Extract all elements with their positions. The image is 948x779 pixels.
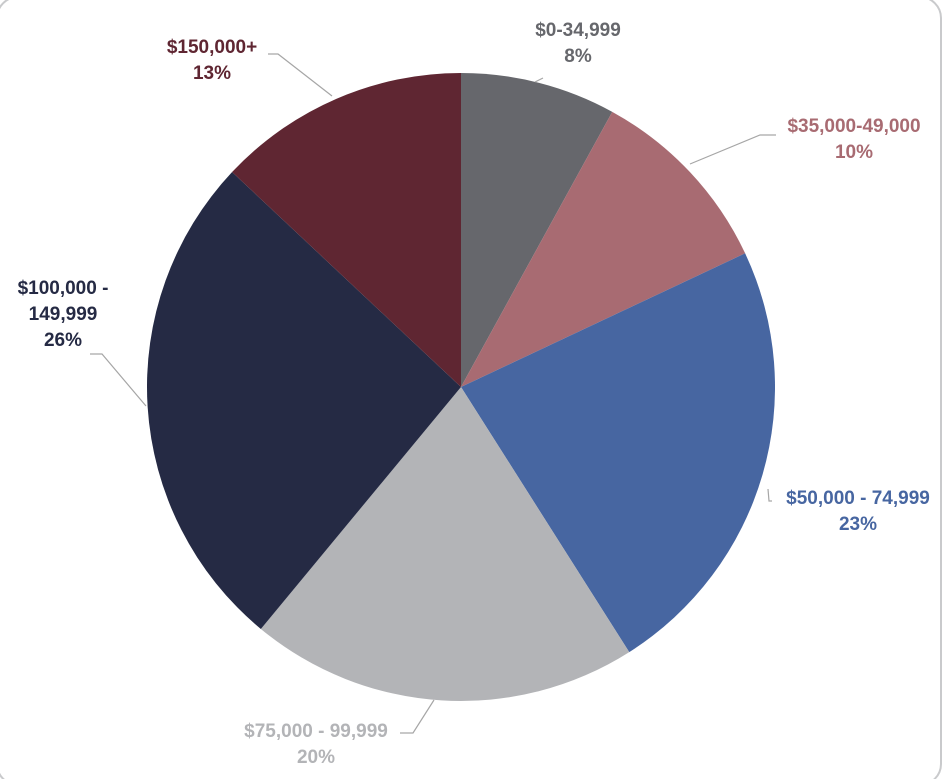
leader-line-5 [90,353,147,407]
slice-label-2: $35,000-49,000 10% [787,116,920,163]
slice-label-3: $50,000 - 74,999 23% [786,488,930,535]
pie-slice-6 [232,73,461,387]
slice-percent-label: 26% [44,330,82,351]
slice-label-5: $100,000 - 149,999 26% [18,278,109,351]
leader-lines [90,53,776,734]
slice-percent-label: 23% [839,514,877,535]
slice-percent-label: 20% [297,747,335,768]
pie-slice-3 [461,253,776,653]
slice-label-1: $0-34,999 8% [535,20,621,67]
slice-category-label: $0-34,999 [535,20,621,41]
leader-line-1 [534,77,544,83]
slice-percent-label: 8% [564,46,592,67]
slice-category-label: $50,000 - 74,999 [786,488,930,509]
pie-slice-4 [260,387,630,701]
slice-label-6: $150,000+ 13% [167,37,257,84]
pie-slice-2 [461,111,746,387]
slice-labels: $0-34,999 8% $35,000-49,000 10% $50,000 - 74… [18,20,930,768]
slice-category-label: $100,000 - [18,278,109,299]
slice-percent-label: 10% [835,142,873,163]
pie-slice-1 [461,73,613,387]
slice-category-label: $35,000-49,000 [787,116,920,137]
leader-line-4 [400,699,435,734]
leader-line-3 [767,488,772,502]
slice-category-label: $75,000 - 99,999 [244,721,388,742]
slice-label-4: $75,000 - 99,999 20% [244,721,388,768]
pie-slice-5 [146,172,461,629]
slice-percent-label: 13% [193,63,231,84]
slice-category-label: 149,999 [29,304,98,325]
leader-line-2 [689,134,776,165]
leader-line-6 [268,53,333,97]
slice-category-label: $150,000+ [167,37,257,58]
pie-slices [146,73,776,701]
